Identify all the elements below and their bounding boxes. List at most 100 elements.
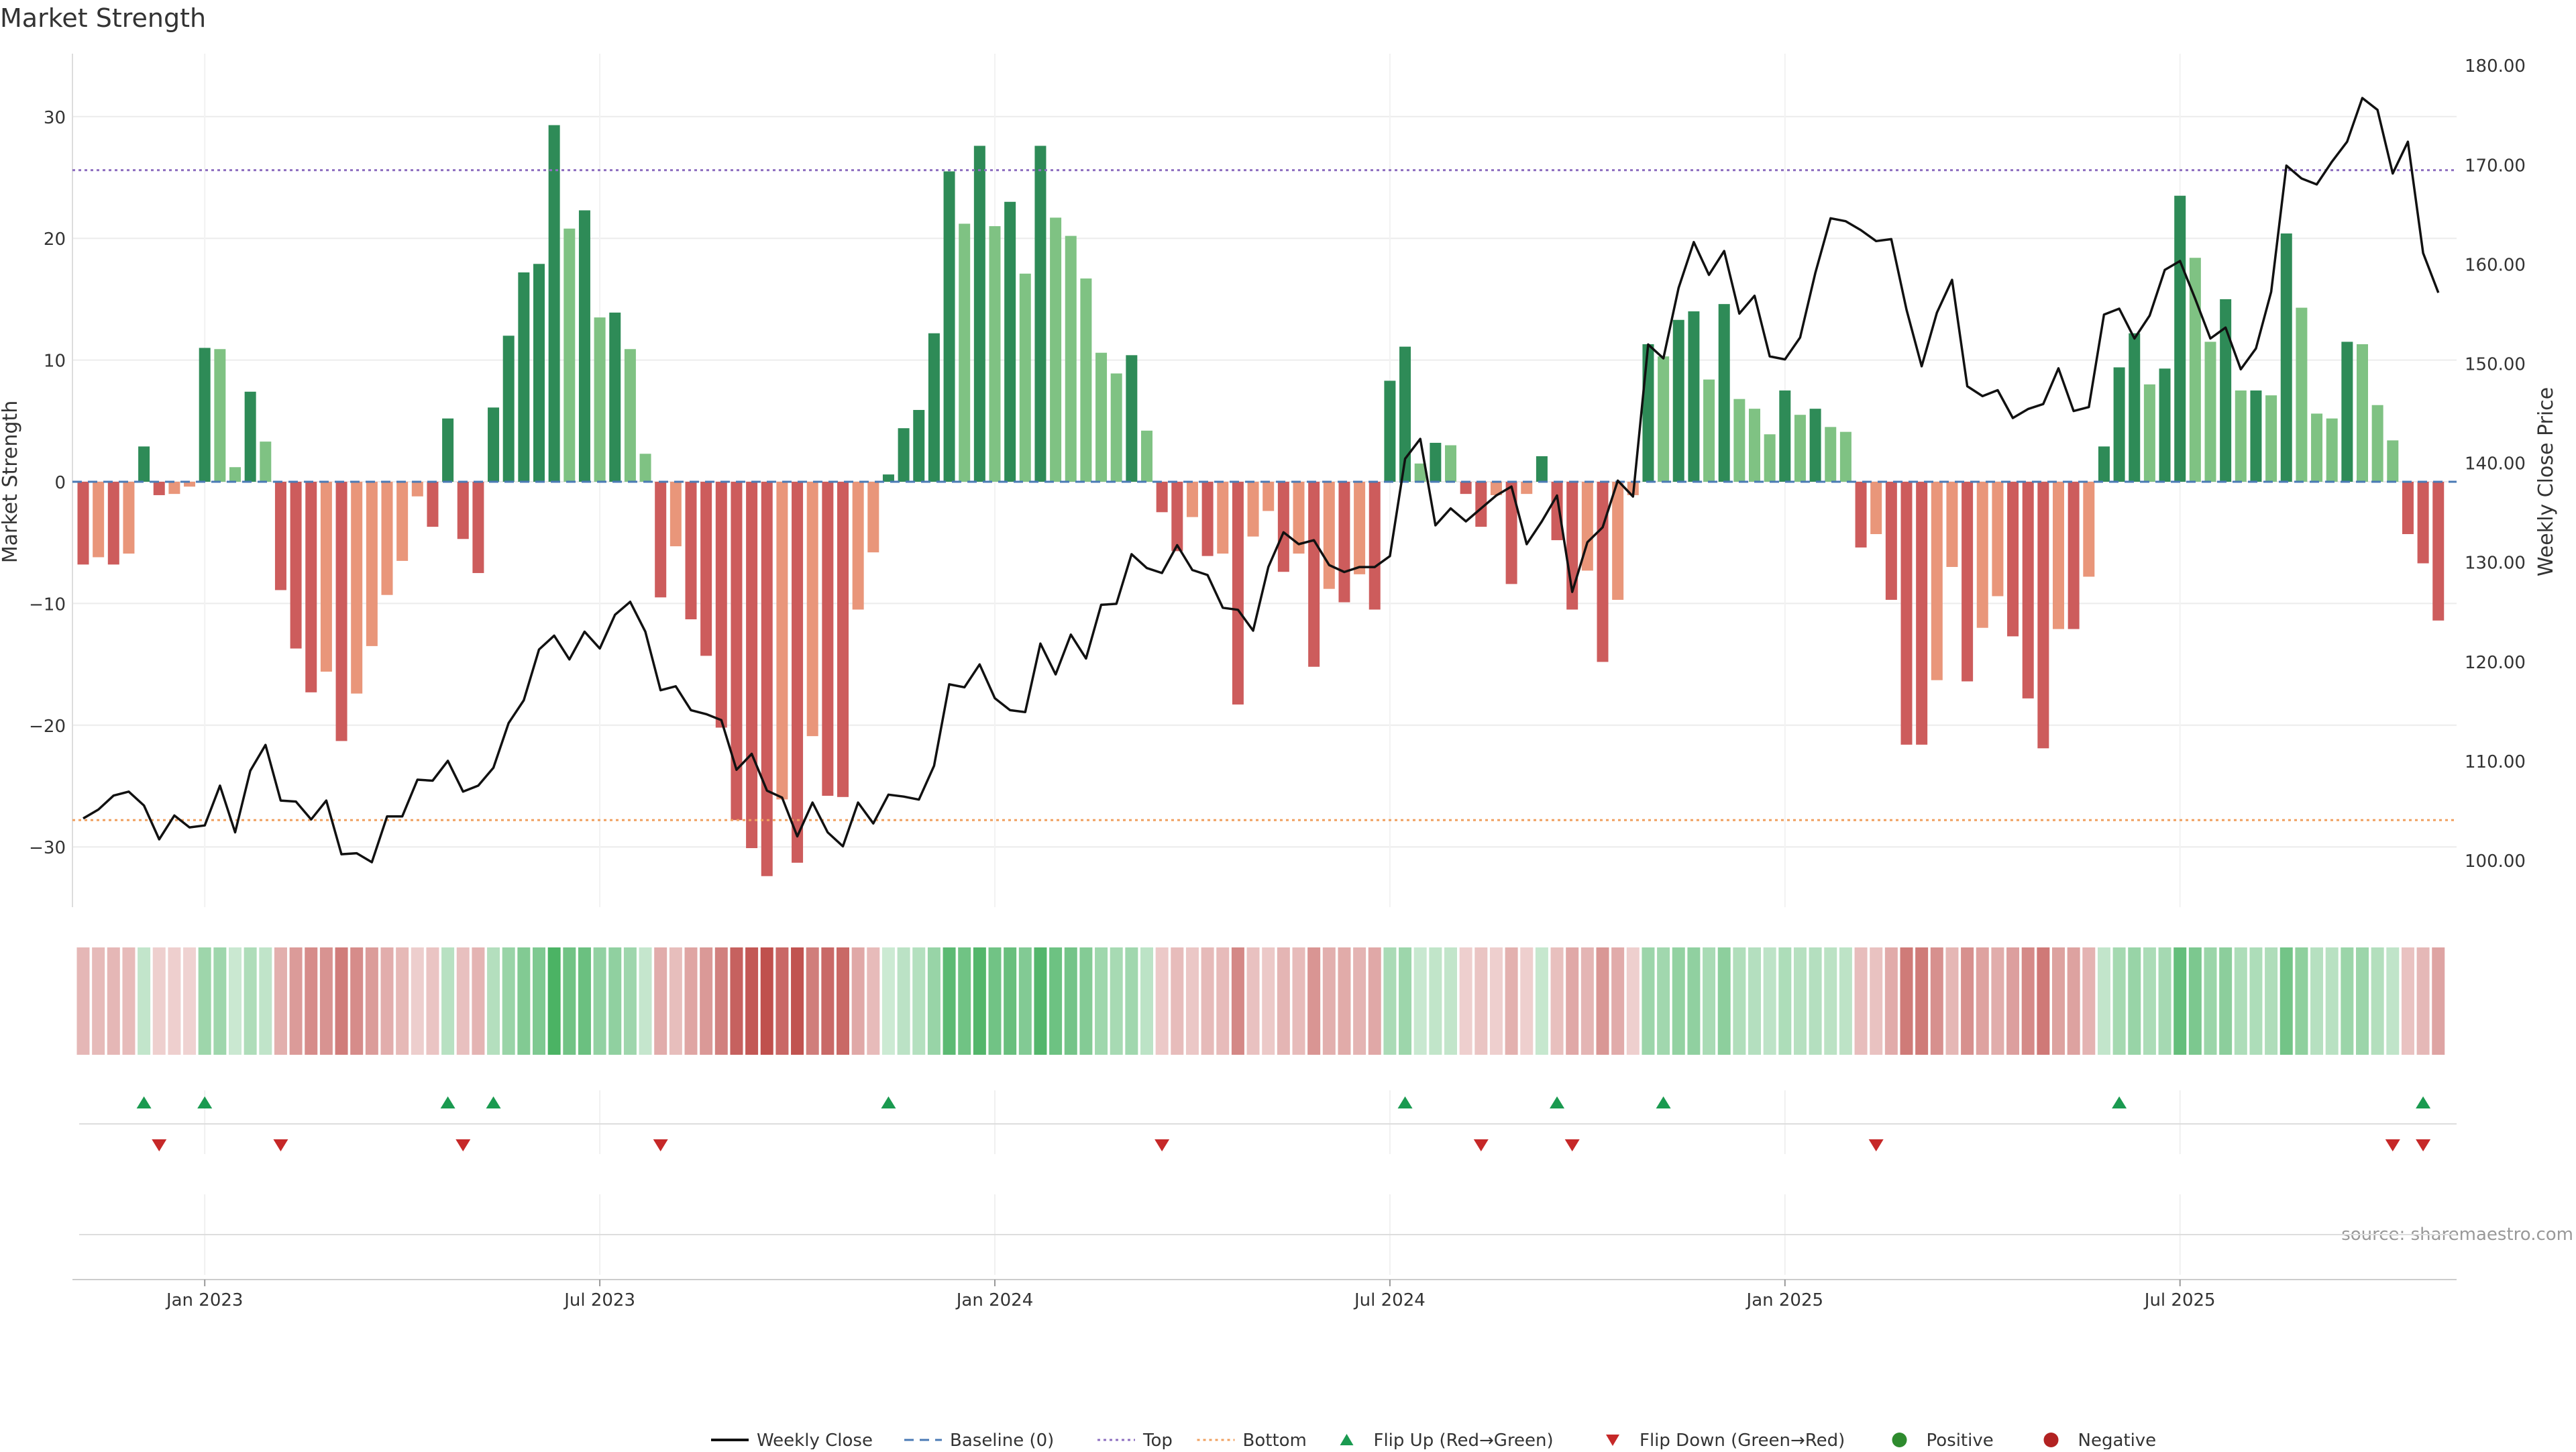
- heat-cell: [745, 947, 759, 1055]
- strength-bar: [1277, 482, 1289, 572]
- heat-cell: [2067, 947, 2080, 1055]
- heat-cell: [2356, 947, 2369, 1055]
- strength-bar: [1794, 415, 1806, 482]
- strength-bar: [624, 349, 636, 482]
- heat-cell: [1824, 947, 1837, 1055]
- strength-bar: [806, 482, 818, 737]
- left-tick-label: −10: [29, 594, 66, 615]
- legend-swatch: [1892, 1433, 1907, 1447]
- strength-bar: [2296, 307, 2308, 482]
- strength-bar: [639, 454, 651, 482]
- heat-cell: [1307, 947, 1321, 1055]
- strength-bar: [1445, 445, 1456, 482]
- strength-bar: [973, 146, 985, 482]
- heat-cell: [1611, 947, 1625, 1055]
- heat-cell: [365, 947, 378, 1055]
- heat-cell: [2006, 947, 2020, 1055]
- heat-cell: [2174, 947, 2187, 1055]
- legend-item: Bottom: [1197, 1431, 1307, 1451]
- strength-bar: [1658, 356, 1670, 482]
- strength-bar: [1962, 482, 1974, 682]
- strength-bar: [1551, 482, 1563, 541]
- left-tick-label: 20: [44, 229, 66, 250]
- heat-cell: [1079, 947, 1093, 1055]
- strength-bar: [457, 482, 469, 539]
- strength-bar: [1946, 482, 1958, 567]
- strength-bar: [1764, 434, 1776, 482]
- heat-cell: [1018, 947, 1032, 1055]
- legend-label: Weekly Close: [757, 1431, 873, 1449]
- heat-cell: [1915, 947, 1929, 1055]
- heat-cell: [2234, 947, 2247, 1055]
- strength-bar: [761, 482, 773, 876]
- strength-bar: [1825, 427, 1837, 482]
- heat-cell: [1171, 947, 1184, 1055]
- strength-bar: [1475, 482, 1487, 527]
- right-tick-label: 170.00: [2465, 156, 2526, 176]
- strength-bar: [2113, 367, 2125, 482]
- weekly-close-line: [83, 97, 2440, 864]
- strength-bar: [1186, 482, 1198, 517]
- heat-cell: [76, 947, 90, 1055]
- heat-cell: [92, 947, 105, 1055]
- strength-bar: [1976, 482, 1988, 628]
- strength-bar: [959, 223, 971, 482]
- strength-bar: [867, 482, 879, 553]
- strength-bar: [1430, 442, 1442, 482]
- strength-bar: [1839, 431, 1851, 482]
- heat-cell: [1185, 947, 1199, 1055]
- heat-cell: [1489, 947, 1503, 1055]
- heat-cell: [1338, 947, 1351, 1055]
- strength-bar: [1870, 482, 1882, 535]
- right-tick-label: 160.00: [2465, 255, 2526, 275]
- strength-bar: [1126, 355, 1138, 482]
- heat-cell: [2265, 947, 2278, 1055]
- strength-bar: [1505, 482, 1517, 584]
- strength-bar: [2053, 482, 2064, 629]
- heat-cell: [821, 947, 835, 1055]
- heat-cell: [1246, 947, 1260, 1055]
- heat-cell: [1474, 947, 1488, 1055]
- strength-bar: [1110, 373, 1122, 482]
- strength-bar: [578, 210, 590, 482]
- heat-cell: [1064, 947, 1077, 1055]
- strength-bar: [1263, 482, 1275, 511]
- strength-bar: [1156, 482, 1168, 513]
- heat-cell: [1277, 947, 1290, 1055]
- flip-up-marker: [136, 1096, 152, 1108]
- legend-item: Top: [1097, 1431, 1173, 1451]
- strength-bar: [1749, 409, 1760, 482]
- strength-bar: [2417, 482, 2429, 564]
- legend: Weekly Close Baseline (0) Top Bottom Flip Up…: [711, 1431, 2156, 1451]
- heat-cell: [2279, 947, 2293, 1055]
- heat-cell: [1429, 947, 1442, 1055]
- heat-cell: [1216, 947, 1230, 1055]
- strength-bar: [1232, 482, 1244, 705]
- heat-cell: [2082, 947, 2096, 1055]
- legend-label: Top: [1142, 1431, 1173, 1449]
- strength-bar: [2432, 482, 2445, 621]
- flip-down-marker: [455, 1139, 471, 1151]
- heat-cell: [502, 947, 515, 1055]
- strength-bar: [260, 442, 272, 482]
- heat-cell: [1413, 947, 1427, 1055]
- heat-cell: [1535, 947, 1548, 1055]
- strength-bar: [1900, 482, 1913, 745]
- heat-cell: [881, 947, 895, 1055]
- strength-bar: [244, 391, 256, 482]
- strength-bar: [1338, 482, 1350, 603]
- heat-cell: [456, 947, 470, 1055]
- heat-cell: [411, 947, 424, 1055]
- heat-cell: [517, 947, 531, 1055]
- strength-bar: [1247, 482, 1259, 537]
- heat-cell: [1717, 947, 1731, 1055]
- strength-bar: [1368, 482, 1381, 610]
- strength-bar: [2129, 333, 2141, 482]
- left-tick-label: 30: [44, 108, 66, 128]
- heat-cell: [1566, 947, 1579, 1055]
- heat-cell: [426, 947, 439, 1055]
- heat-cell: [2037, 947, 2050, 1055]
- heat-cell: [714, 947, 728, 1055]
